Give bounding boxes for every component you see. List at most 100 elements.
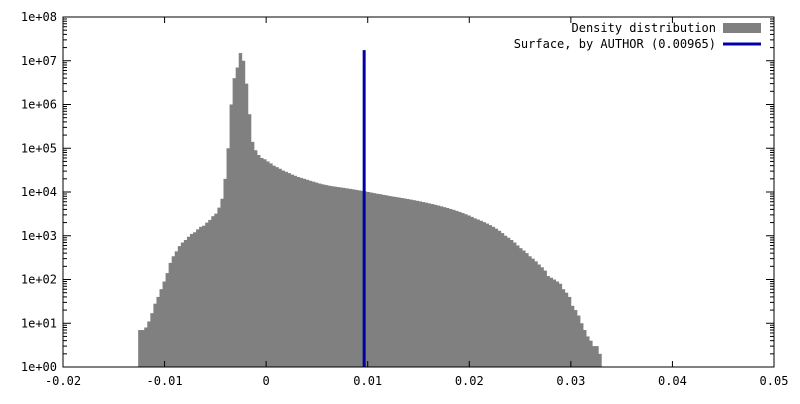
- histogram-bar: [549, 277, 553, 367]
- histogram-bar: [223, 178, 227, 367]
- histogram-bar: [183, 239, 188, 367]
- histogram-bar: [445, 208, 450, 367]
- histogram-bar: [165, 273, 170, 367]
- y-tick-label: 1e+00: [21, 360, 57, 374]
- histogram-bar: [421, 202, 425, 367]
- histogram-bar: [464, 214, 468, 367]
- histogram-bar: [461, 213, 465, 367]
- histogram-bar: [552, 279, 557, 367]
- histogram-bar: [266, 161, 270, 367]
- histogram-bar: [293, 175, 298, 367]
- x-tick-label: 0.05: [760, 374, 789, 388]
- histogram-bar: [540, 267, 544, 367]
- histogram-bar: [378, 194, 383, 367]
- histogram-bar: [284, 171, 288, 367]
- histogram-bar: [211, 216, 215, 367]
- histogram-bar: [357, 190, 362, 367]
- histogram-bar: [257, 155, 261, 367]
- histogram-bar: [156, 296, 160, 367]
- histogram-bar: [543, 270, 547, 367]
- histogram-bar: [336, 187, 340, 367]
- x-tick-label: 0: [263, 374, 270, 388]
- histogram-bar: [400, 197, 404, 367]
- histogram-bar: [531, 258, 535, 367]
- histogram-bar: [412, 200, 416, 367]
- histogram-bar: [189, 233, 194, 367]
- histogram-bar: [366, 192, 371, 367]
- histogram-bar: [275, 167, 279, 367]
- histogram-bar: [430, 204, 435, 367]
- histogram-bar: [570, 305, 575, 367]
- y-tick-label: 1e+04: [21, 185, 57, 199]
- histogram-bar: [217, 207, 221, 367]
- histogram-bar: [171, 256, 176, 367]
- histogram-bar: [406, 199, 410, 367]
- histogram-bar: [345, 188, 349, 367]
- histogram-bar: [311, 181, 316, 367]
- histogram-bar: [186, 236, 191, 367]
- histogram-bar: [439, 206, 444, 367]
- histogram-bar: [278, 168, 282, 367]
- histogram-bar: [580, 323, 584, 367]
- histogram-bar: [241, 60, 246, 367]
- histogram-bar: [494, 228, 499, 367]
- histogram-bar: [509, 239, 514, 367]
- legend-label-density: Density distribution: [572, 21, 717, 35]
- histogram-bar: [351, 189, 355, 367]
- histogram-bar: [409, 199, 413, 367]
- histogram-bar: [561, 289, 566, 367]
- histogram-bar: [193, 232, 197, 367]
- histogram-bar: [500, 233, 505, 367]
- histogram-bar: [491, 226, 496, 367]
- histogram-bar: [397, 197, 401, 367]
- histogram-bar: [302, 178, 307, 367]
- histogram-bar: [394, 196, 398, 367]
- histogram-bar: [144, 327, 148, 367]
- histogram-bar: [519, 248, 523, 367]
- x-tick-label: 0.01: [353, 374, 382, 388]
- y-tick-label: 1e+07: [21, 54, 57, 68]
- histogram-bar: [342, 187, 346, 367]
- histogram-bar: [290, 174, 294, 367]
- histogram-bar: [214, 213, 218, 367]
- histogram-bar: [330, 186, 334, 367]
- histogram-bar: [180, 242, 185, 367]
- histogram-bar: [324, 184, 328, 367]
- histogram-bar: [159, 289, 163, 367]
- histogram-bar: [253, 150, 258, 367]
- histogram-bar: [424, 202, 429, 367]
- histogram-bar: [522, 250, 526, 367]
- histogram-bar: [260, 157, 264, 367]
- x-axis: -0.02 -0.01 0 0.01 0.02 0.03 0.04 0.05: [45, 17, 789, 388]
- x-tick-label: 0.04: [658, 374, 687, 388]
- histogram-bar: [436, 205, 441, 367]
- histogram-bar: [235, 67, 240, 367]
- histogram-bar: [281, 170, 285, 367]
- legend: Density distribution Surface, by AUTHOR …: [514, 21, 761, 51]
- histogram-bar: [150, 313, 154, 367]
- histogram-bar: [372, 193, 377, 367]
- histogram-bar: [415, 200, 419, 367]
- histogram-bar: [299, 177, 304, 367]
- histogram-bar: [592, 346, 596, 367]
- histogram-bar: [177, 246, 182, 367]
- histogram-bar: [476, 219, 480, 367]
- histogram-bar: [512, 242, 517, 367]
- histogram-bar: [381, 194, 386, 367]
- y-tick-label: 1e+01: [21, 316, 57, 330]
- histogram-bar: [238, 53, 243, 368]
- histogram-bar: [403, 198, 407, 367]
- histogram-bar: [205, 222, 209, 367]
- histogram-bar: [555, 281, 560, 367]
- histogram-bar: [497, 230, 502, 367]
- y-tick-label: 1e+06: [21, 98, 57, 112]
- histogram-bar: [196, 229, 200, 367]
- histogram-bar: [576, 315, 581, 367]
- histogram-bar: [287, 173, 291, 367]
- histogram-bar: [567, 296, 572, 367]
- histogram-bar: [138, 330, 142, 367]
- histogram-bar: [296, 177, 301, 367]
- histogram-bar: [488, 225, 493, 367]
